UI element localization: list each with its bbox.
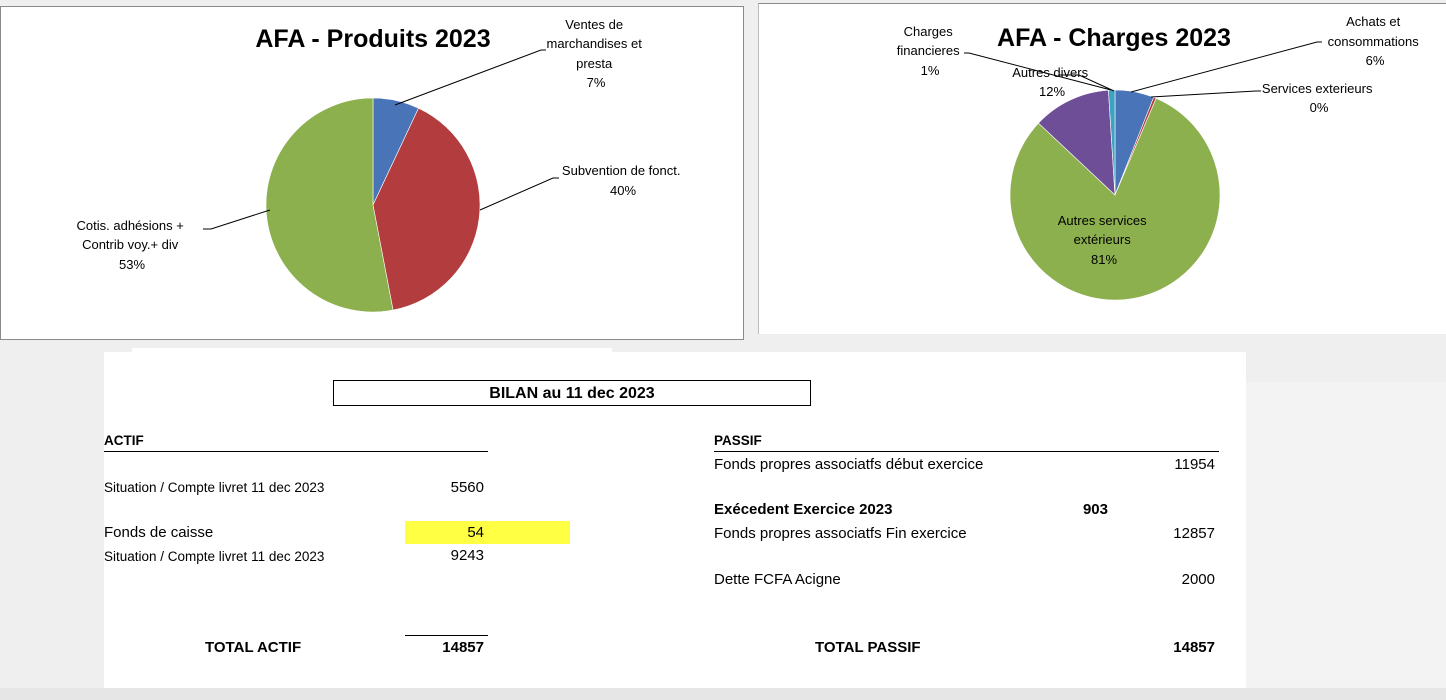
passif-row-2-value: 903 bbox=[1082, 501, 1108, 518]
actif-header-rule bbox=[104, 451, 488, 452]
actif-row-1-value: 5560 bbox=[450, 479, 484, 496]
label-subvention: Subvention de fonct. 40% bbox=[562, 163, 684, 198]
actif-row-2-label: Fonds de caisse bbox=[104, 524, 214, 541]
charges-chart-title: AFA - Charges 2023 bbox=[997, 24, 1231, 52]
label-ventes: Ventes de marchandises et presta 7% bbox=[546, 17, 645, 90]
passif-header: PASSIF bbox=[714, 433, 762, 448]
actif-row-3-label: Situation / Compte livret 11 dec 2023 bbox=[104, 549, 325, 564]
sheet-edge bbox=[132, 348, 612, 354]
passif-row-3-value: 12857 bbox=[1173, 525, 1215, 542]
passif-total-value: 14857 bbox=[1173, 639, 1215, 656]
label-autres-services: Autres services extérieurs 81% bbox=[1058, 213, 1151, 267]
produits-slice-2 bbox=[372, 107, 481, 311]
charges-chart: AFA - Charges 2023 Achats et consommatio… bbox=[758, 3, 1446, 334]
charges-slice-4 bbox=[1038, 89, 1116, 196]
passif-total-label: TOTAL PASSIF bbox=[815, 639, 921, 656]
passif-row-4-value: 2000 bbox=[1181, 571, 1215, 588]
produits-pie-svg: AFA - Produits 2023 Ventes de marchandis… bbox=[77, 17, 684, 313]
produits-chart: AFA - Produits 2023 Ventes de marchandis… bbox=[0, 6, 744, 340]
actif-header: ACTIF bbox=[104, 433, 144, 448]
fonds-caisse-highlight bbox=[405, 521, 570, 544]
leader-line-ventes bbox=[394, 49, 546, 106]
charges-pie-svg: AFA - Charges 2023 Achats et consommatio… bbox=[897, 14, 1423, 301]
bilan-sheet: BILAN au 11 dec 2023 ACTIF Situation / C… bbox=[104, 352, 1246, 688]
charges-slice-3 bbox=[1009, 97, 1221, 301]
leader-line-cotis bbox=[203, 209, 271, 230]
leader-line-subvention bbox=[479, 177, 559, 211]
leader-line-achats bbox=[1130, 41, 1322, 93]
label-services: Services exterieurs 0% bbox=[1262, 81, 1376, 115]
sheet-margin bbox=[1246, 382, 1446, 688]
produits-chart-title: AFA - Produits 2023 bbox=[255, 25, 490, 53]
bilan-title-box: BILAN au 11 dec 2023 bbox=[333, 380, 811, 406]
label-cotis: Cotis. adhésions + Contrib voy.+ div 53% bbox=[77, 218, 188, 272]
leader-line-financieres bbox=[964, 52, 1112, 91]
passif-row-1-value: 11954 bbox=[1174, 456, 1215, 473]
label-autres-divers: Autres divers 12% bbox=[1012, 65, 1092, 99]
produits-slice-3 bbox=[265, 97, 394, 313]
actif-total-label: TOTAL ACTIF bbox=[205, 639, 302, 656]
label-financieres: Charges financieres 1% bbox=[897, 24, 964, 78]
bottom-bar bbox=[0, 688, 1446, 700]
passif-row-2-label: Exécedent Exercice 2023 bbox=[714, 501, 893, 518]
actif-row-2-value: 54 bbox=[467, 524, 484, 541]
bilan-title: BILAN au 11 dec 2023 bbox=[489, 385, 655, 402]
passif-header-rule bbox=[714, 451, 1219, 452]
actif-total-rule bbox=[405, 635, 488, 636]
leader-line-autres-divers bbox=[1059, 74, 1115, 92]
actif-row-3-value: 9243 bbox=[450, 547, 484, 564]
actif-row-1-label: Situation / Compte livret 11 dec 2023 bbox=[104, 480, 325, 495]
actif-total-value: 14857 bbox=[442, 639, 484, 656]
passif-row-1-label: Fonds propres associatfs début exercice bbox=[714, 456, 984, 473]
label-achats: Achats et consommations 6% bbox=[1328, 14, 1423, 68]
passif-row-4-label: Dette FCFA Acigne bbox=[714, 571, 841, 588]
leader-line-services bbox=[1150, 90, 1261, 98]
passif-row-3-label: Fonds propres associatfs Fin exercice bbox=[714, 525, 967, 542]
